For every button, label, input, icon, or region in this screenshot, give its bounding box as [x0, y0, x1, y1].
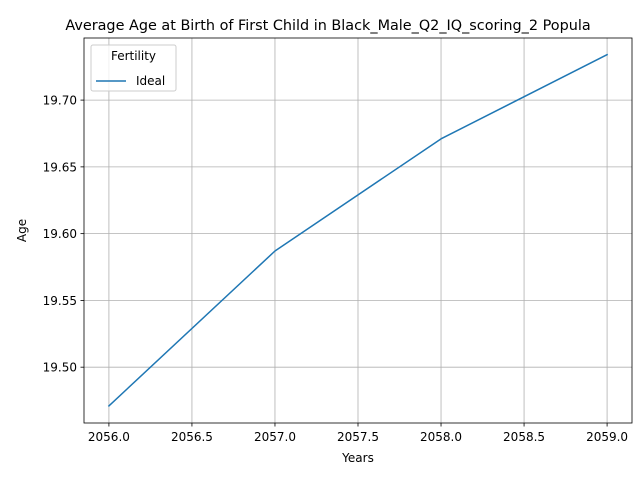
- x-tick-label: 2059.0: [586, 430, 628, 444]
- legend-title: Fertility: [111, 49, 156, 63]
- x-tick-label: 2056.5: [171, 430, 213, 444]
- legend-box: [90, 44, 177, 92]
- y-tick-label: 19.50: [43, 361, 77, 375]
- y-axis-label: Age: [15, 219, 29, 242]
- chart-title: Average Age at Birth of First Child in B…: [65, 18, 590, 34]
- x-axis: 2056.0 2056.5 2057.0 2057.5 2058.0 2058.5 2059…: [88, 423, 628, 444]
- y-tick-label: 19.70: [43, 94, 77, 108]
- y-tick-label: 19.60: [43, 227, 77, 241]
- y-tick-label: 19.65: [43, 160, 77, 174]
- x-tick-label: 2058.5: [503, 430, 545, 444]
- y-axis: 19.50 19.55 19.60 19.65 19.70: [43, 94, 84, 375]
- x-tick-label: 2058.0: [420, 430, 462, 444]
- x-tick-label: 2056.0: [88, 430, 130, 444]
- legend-label-ideal: Ideal: [136, 74, 165, 88]
- series-layer: [107, 53, 609, 407]
- y-tick-label: 19.55: [43, 294, 77, 308]
- x-axis-label: Years: [341, 451, 374, 465]
- x-tick-label: 2057.0: [254, 430, 296, 444]
- grid: [84, 38, 632, 423]
- legend: Fertility Ideal: [90, 44, 177, 92]
- x-tick-label: 2057.5: [337, 430, 379, 444]
- series-line-ideal: [107, 53, 609, 407]
